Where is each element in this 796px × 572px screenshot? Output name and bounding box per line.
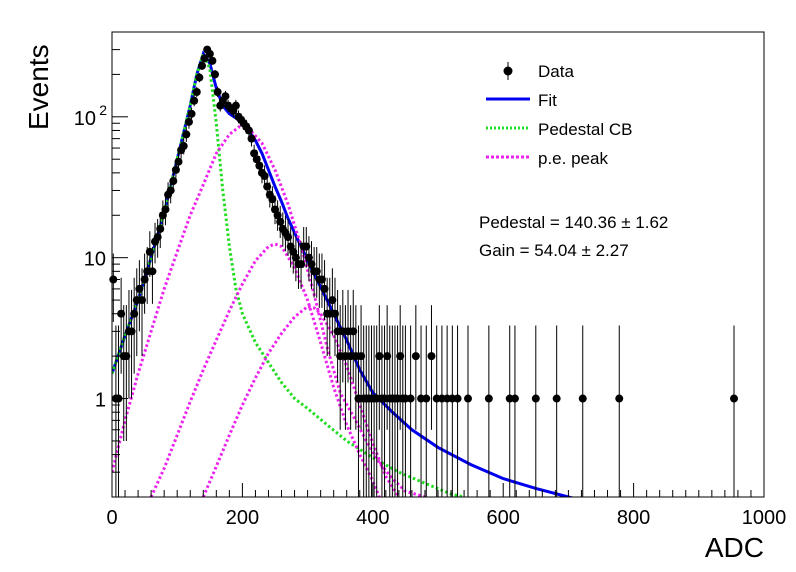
data-point: [145, 247, 154, 256]
data-point: [182, 130, 191, 139]
data-point: [531, 394, 540, 403]
curve-p-e-peak-2: [149, 242, 381, 497]
data-point: [169, 177, 178, 186]
x-tick-label: 400: [356, 507, 389, 529]
data-point: [484, 394, 493, 403]
data-point: [213, 88, 222, 97]
data-point: [578, 394, 587, 403]
data-point: [276, 217, 285, 226]
data-point: [255, 161, 264, 170]
data-point: [312, 267, 321, 276]
x-axis-label: ADC: [705, 532, 764, 563]
data-point: [156, 224, 165, 233]
data-point: [127, 327, 136, 336]
data-point: [192, 88, 201, 97]
data-point: [190, 96, 199, 105]
data-point: [330, 309, 339, 318]
data-point: [197, 61, 206, 70]
data-point: [205, 49, 214, 58]
legend-label-fit: Fit: [538, 91, 557, 110]
data-point: [211, 70, 220, 79]
legend-label-data: Data: [538, 62, 574, 81]
data-point: [375, 352, 384, 361]
data-points: [109, 45, 739, 403]
x-tick-label: 200: [226, 507, 259, 529]
data-point: [268, 195, 277, 204]
data-point: [122, 352, 131, 361]
data-point: [307, 260, 316, 269]
data-point: [463, 394, 472, 403]
data-point: [317, 275, 326, 284]
data-point: [349, 327, 358, 336]
data-point: [137, 296, 146, 305]
data-point: [179, 142, 188, 151]
data-point: [383, 352, 392, 361]
curve-pedestal-cb: [112, 49, 465, 497]
data-point: [304, 253, 313, 262]
data-point: [263, 182, 272, 191]
data-point: [153, 233, 162, 242]
x-tick-label: 600: [487, 507, 520, 529]
x-tick-label: 800: [617, 507, 650, 529]
data-point: [231, 101, 240, 110]
legend-label-pedestal: Pedestal CB: [538, 120, 633, 139]
data-point: [221, 92, 230, 101]
data-point: [297, 260, 306, 269]
legend-data-marker: [503, 66, 513, 76]
data-point: [200, 54, 209, 63]
y-tick-label: 10: [74, 108, 96, 130]
data-point: [135, 284, 144, 293]
data-point: [184, 117, 193, 126]
annotation-pedestal: Pedestal = 140.36 ± 1.62: [479, 213, 668, 232]
data-point: [247, 134, 256, 143]
data-point: [320, 284, 329, 293]
data-point: [357, 352, 366, 361]
data-point: [411, 352, 420, 361]
x-axis: 0 200 400 600 800 1000: [106, 483, 786, 529]
data-point: [117, 309, 126, 318]
x-tick-label: 1000: [742, 507, 787, 529]
data-point: [140, 275, 149, 284]
data-point: [422, 394, 431, 403]
data-point: [171, 165, 180, 174]
data-point: [195, 73, 204, 82]
data-point: [396, 352, 405, 361]
data-point: [187, 109, 196, 118]
y-tick-label: 10: [84, 249, 106, 271]
data-point: [130, 309, 139, 318]
data-point: [252, 155, 261, 164]
data-point: [427, 352, 436, 361]
data-point: [328, 296, 337, 305]
data-point: [453, 394, 462, 403]
x-tick-label: 0: [106, 507, 117, 529]
data-point: [302, 242, 311, 251]
data-point: [615, 394, 624, 403]
data-point: [208, 56, 217, 65]
data-point: [510, 394, 519, 403]
data-point: [166, 186, 175, 195]
curve-p-e-peak-1: [112, 125, 426, 497]
data-point: [260, 172, 269, 181]
data-point: [148, 267, 157, 276]
data-point: [730, 394, 739, 403]
data-point: [552, 394, 561, 403]
data-point: [406, 394, 415, 403]
y-axis-label: Events: [23, 44, 54, 130]
y-tick-label: 1: [95, 390, 106, 412]
data-point: [284, 233, 293, 242]
y-tick-label-exponent: 2: [99, 102, 107, 118]
data-point: [291, 253, 300, 262]
data-point: [273, 211, 282, 220]
data-point: [244, 126, 253, 135]
legend: Data Fit Pedestal CB p.e. peak: [486, 62, 633, 168]
data-point: [174, 157, 183, 166]
annotation-gain: Gain = 54.04 ± 2.27: [479, 241, 629, 260]
legend-label-pe-peak: p.e. peak: [538, 149, 608, 168]
data-point: [161, 205, 170, 214]
